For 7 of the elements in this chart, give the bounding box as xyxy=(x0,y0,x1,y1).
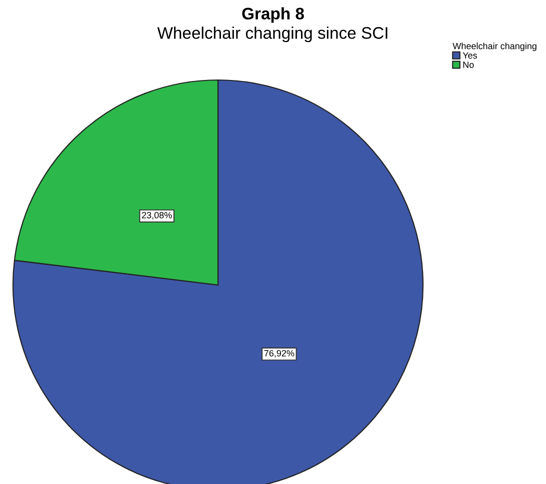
legend-title: Wheelchair changing xyxy=(452,42,536,52)
chart-title: Graph 8 xyxy=(242,7,304,23)
data-label: 76,92% xyxy=(264,350,294,358)
legend-label: Yes xyxy=(462,52,477,59)
legend-label: No xyxy=(463,62,474,68)
data-label: 23,08% xyxy=(142,212,172,220)
chart-subtitle: Wheelchair changing since SCI xyxy=(157,26,388,42)
